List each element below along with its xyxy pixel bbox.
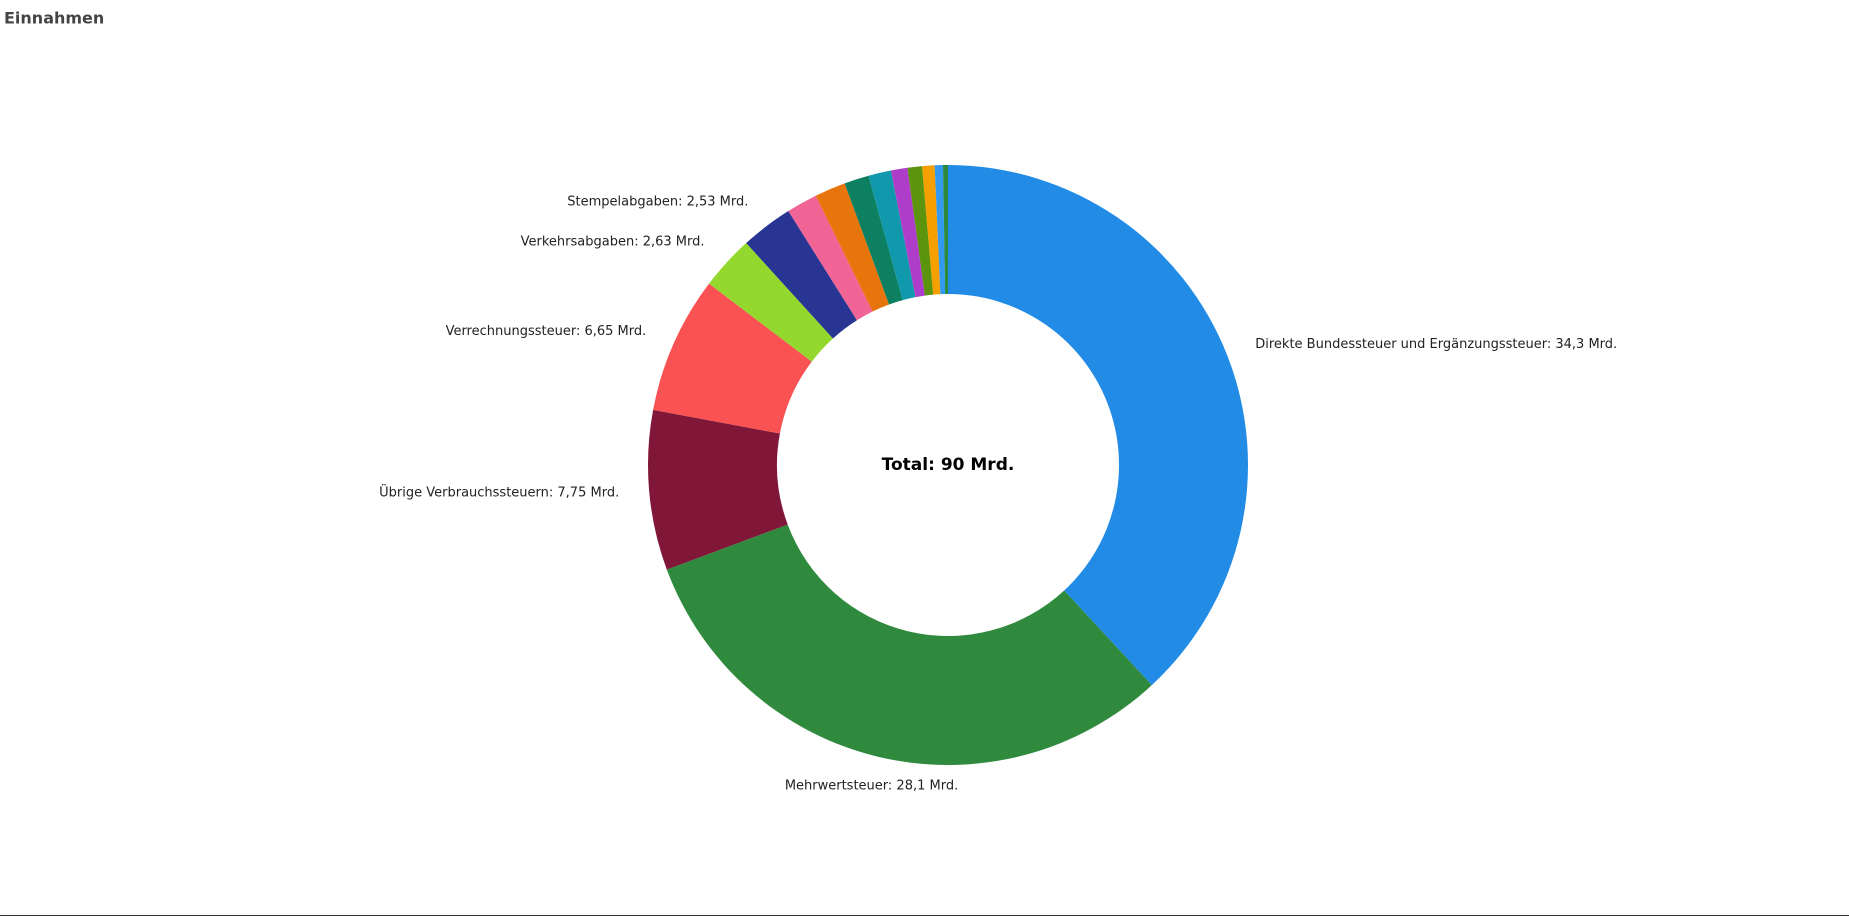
segment-label: Verkehrsabgaben: 2,63 Mrd. <box>521 235 705 250</box>
donut-segment <box>890 167 925 298</box>
donut-segment <box>648 409 788 570</box>
donut-segment <box>934 165 946 295</box>
donut-segment <box>948 165 1249 686</box>
donut-segment <box>746 211 857 339</box>
segment-label: Direkte Bundessteuer und Ergänzungssteue… <box>1255 337 1617 352</box>
donut-segment <box>907 166 934 296</box>
center-label: Total: 90 Mrd. <box>882 455 1015 475</box>
segment-label: Übrige Verbrauchssteuern: 7,75 Mrd. <box>379 484 619 501</box>
segment-label: Verrechnungssteuer: 6,65 Mrd. <box>446 324 647 339</box>
donut-segment <box>653 283 812 434</box>
donut-segment <box>815 183 890 312</box>
donut-segment <box>709 243 833 362</box>
donut-segment <box>922 165 941 295</box>
segment-label: Stempelabgaben: 2,53 Mrd. <box>567 195 748 210</box>
donut-segment <box>788 195 873 321</box>
donut-segment <box>868 170 916 301</box>
donut-segment <box>844 175 903 305</box>
chart-title: Einnahmen <box>4 9 104 28</box>
donut-segment <box>666 524 1152 765</box>
segment-label: Mehrwertsteuer: 28,1 Mrd. <box>785 779 958 794</box>
donut-segment <box>942 165 948 295</box>
